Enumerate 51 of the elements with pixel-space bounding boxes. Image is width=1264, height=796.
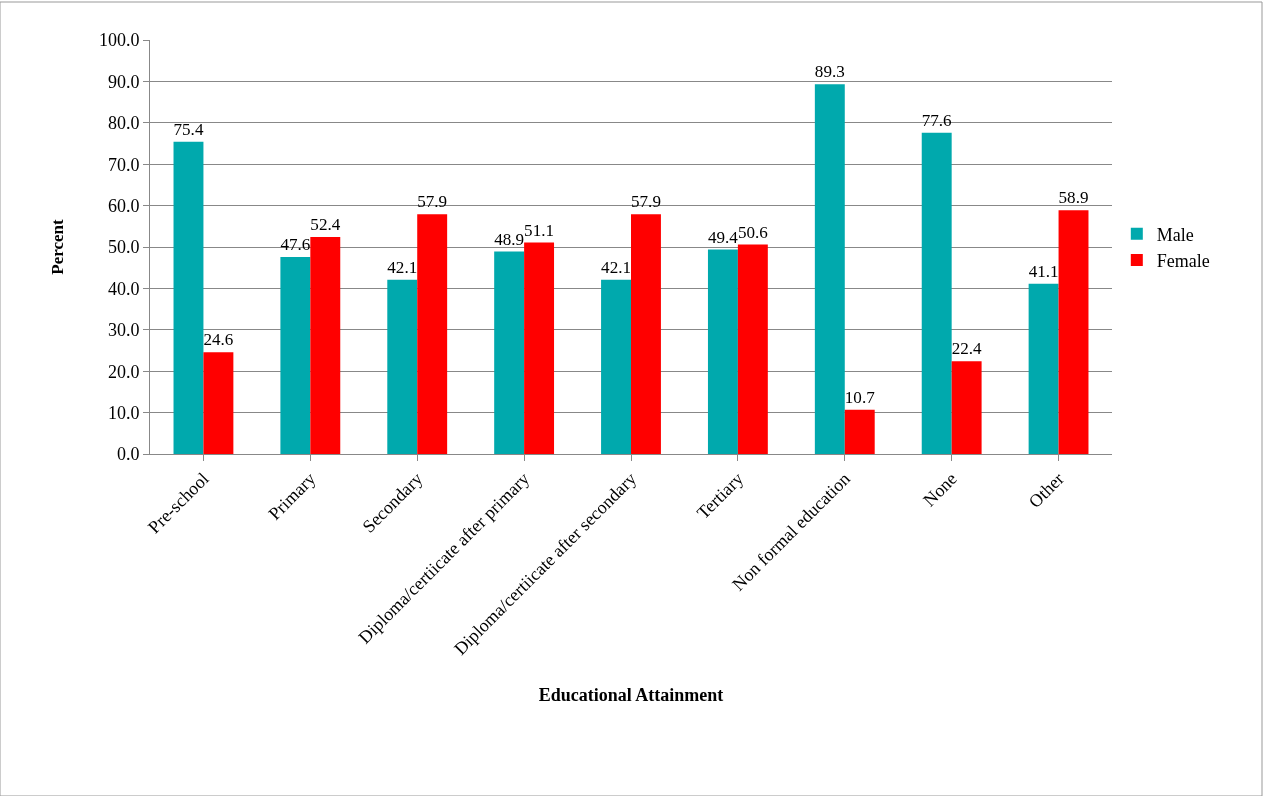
bar bbox=[173, 141, 204, 454]
bar bbox=[310, 237, 341, 454]
legend-label: Male bbox=[1156, 224, 1194, 245]
data-label: 42.1 bbox=[387, 257, 418, 277]
data-label: 24.6 bbox=[203, 330, 234, 350]
bar bbox=[1028, 283, 1059, 454]
bar bbox=[631, 214, 661, 454]
data-label: 49.4 bbox=[707, 227, 739, 247]
data-label: 75.4 bbox=[173, 120, 204, 140]
bar bbox=[280, 256, 311, 454]
y-tick-label: 100.0 bbox=[98, 30, 140, 51]
y-axis-title: Percent bbox=[48, 218, 68, 275]
legend-label: Female bbox=[1156, 251, 1210, 272]
data-label: 57.9 bbox=[417, 192, 448, 212]
y-tick-label: 40.0 bbox=[107, 278, 140, 299]
y-tick-label: 30.0 bbox=[107, 320, 140, 341]
bar bbox=[387, 279, 418, 454]
data-label: 77.6 bbox=[921, 110, 953, 130]
bar bbox=[524, 242, 555, 454]
y-tick-label: 70.0 bbox=[107, 154, 140, 175]
y-tick-label: 20.0 bbox=[107, 361, 140, 382]
bar bbox=[844, 409, 875, 454]
bar bbox=[601, 279, 631, 454]
y-tick-label: 50.0 bbox=[107, 237, 140, 258]
bar bbox=[737, 244, 768, 454]
bar bbox=[707, 249, 738, 454]
y-tick-label: 0.0 bbox=[116, 444, 140, 465]
bar bbox=[921, 132, 952, 454]
data-label: 10.7 bbox=[844, 387, 876, 407]
y-tick-label: 90.0 bbox=[107, 71, 140, 92]
y-tick-label: 10.0 bbox=[107, 402, 140, 423]
data-label: 89.3 bbox=[814, 62, 845, 82]
bar bbox=[1058, 210, 1089, 454]
y-tick-label: 60.0 bbox=[107, 195, 140, 216]
data-label: 58.9 bbox=[1058, 188, 1089, 208]
data-label: 42.1 bbox=[601, 257, 631, 277]
y-tick-label: 80.0 bbox=[107, 113, 140, 134]
bar bbox=[494, 251, 525, 454]
data-label: 51.1 bbox=[524, 220, 555, 240]
data-label: 48.9 bbox=[494, 229, 525, 249]
data-label: 52.4 bbox=[310, 215, 341, 235]
x-axis-title: Educational Attainment bbox=[538, 684, 724, 705]
bar bbox=[814, 84, 845, 454]
bar bbox=[417, 214, 448, 454]
data-label: 50.6 bbox=[737, 222, 769, 242]
data-label: 41.1 bbox=[1028, 262, 1059, 282]
data-label: 22.4 bbox=[951, 339, 983, 359]
bar bbox=[203, 352, 234, 454]
bar bbox=[951, 361, 982, 454]
data-label: 47.6 bbox=[280, 235, 311, 255]
data-label: 57.9 bbox=[631, 192, 661, 212]
